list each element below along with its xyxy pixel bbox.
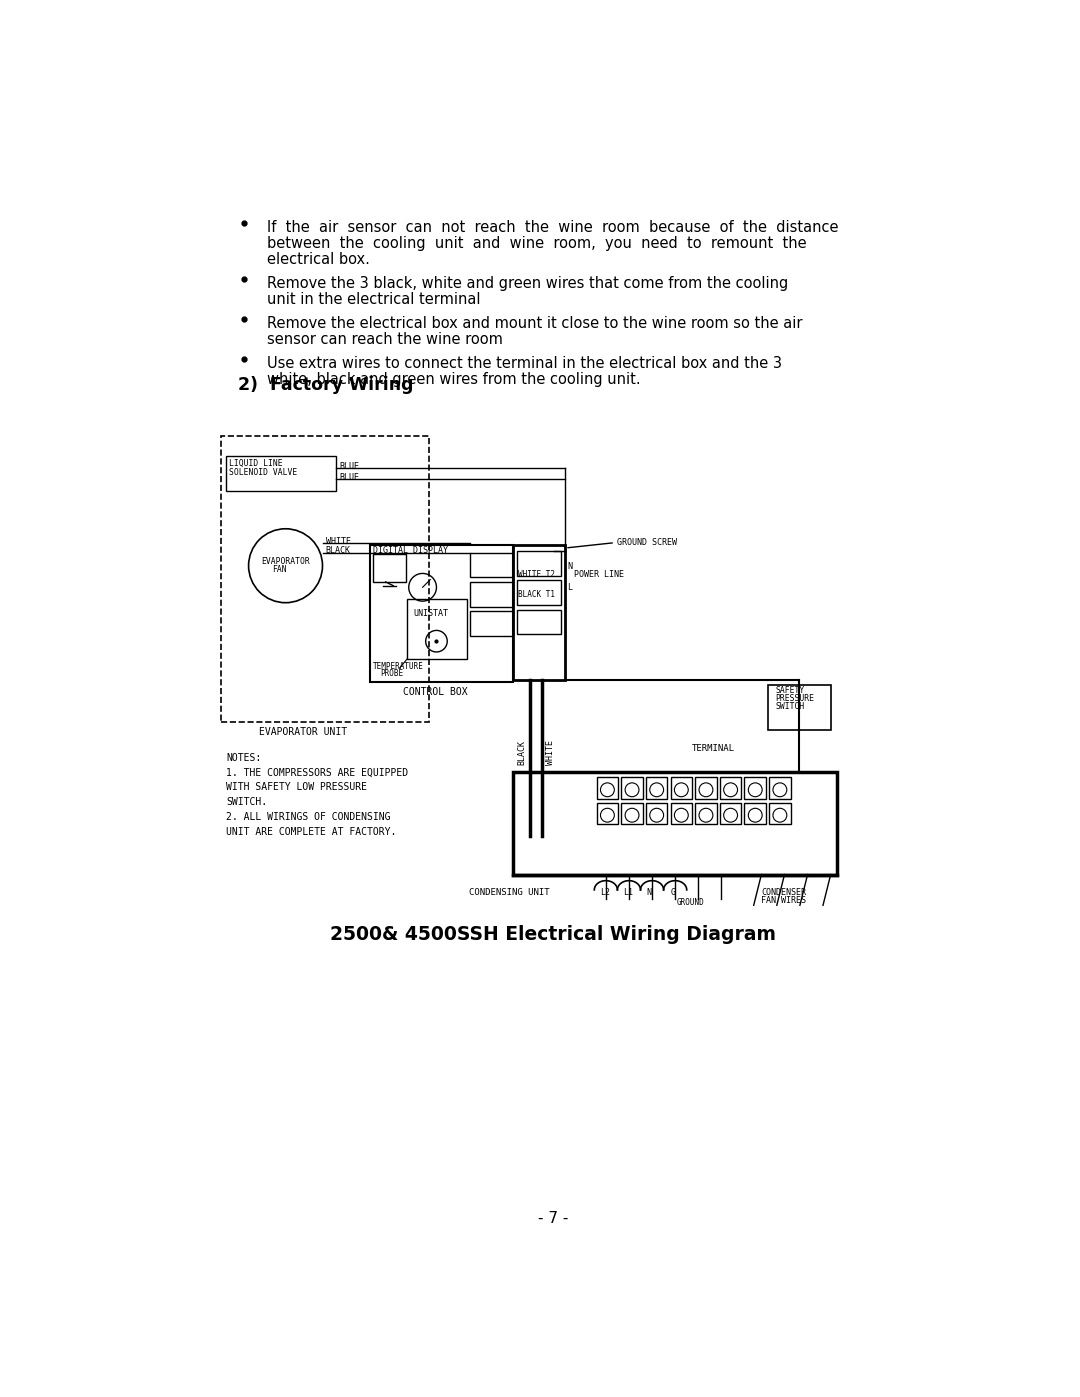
Text: EVAPORATOR UNIT: EVAPORATOR UNIT <box>258 726 347 736</box>
Bar <box>646 803 667 824</box>
Text: TERMINAL: TERMINAL <box>692 743 735 753</box>
Text: 2)  Factory Wiring: 2) Factory Wiring <box>238 376 414 394</box>
Text: N: N <box>567 562 572 571</box>
Bar <box>517 550 562 576</box>
Text: Remove the electrical box and mount it close to the wine room so the air: Remove the electrical box and mount it c… <box>267 316 802 331</box>
Bar <box>471 610 513 636</box>
Text: DIGITAL DISPLAY: DIGITAL DISPLAY <box>374 546 448 556</box>
Bar <box>744 778 766 799</box>
Text: CONDENSING UNIT: CONDENSING UNIT <box>469 887 550 897</box>
Bar <box>719 803 741 824</box>
Text: If  the  air  sensor  can  not  reach  the  wine  room  because  of  the  distan: If the air sensor can not reach the wine… <box>267 219 838 235</box>
Bar <box>517 580 562 605</box>
Bar <box>513 773 837 875</box>
Bar <box>374 555 406 583</box>
Text: white, black and green wires from the cooling unit.: white, black and green wires from the co… <box>267 373 640 387</box>
Bar <box>596 803 618 824</box>
Text: WHITE: WHITE <box>325 538 351 546</box>
Bar <box>517 609 562 634</box>
Bar <box>719 778 741 799</box>
Text: WHITE T2: WHITE T2 <box>518 570 555 578</box>
Text: WHITE: WHITE <box>545 740 555 766</box>
Bar <box>407 599 468 659</box>
Text: electrical box.: electrical box. <box>267 253 370 267</box>
Bar <box>696 778 717 799</box>
Text: CONDENSER: CONDENSER <box>761 887 807 897</box>
Bar <box>646 778 667 799</box>
Text: BLACK: BLACK <box>325 546 351 556</box>
Text: SAFETY: SAFETY <box>775 686 805 694</box>
Text: Use extra wires to connect the terminal in the electrical box and the 3: Use extra wires to connect the terminal … <box>267 356 782 372</box>
Text: FAN WIRES: FAN WIRES <box>761 895 807 905</box>
Text: 2500& 4500SSH Electrical Wiring Diagram: 2500& 4500SSH Electrical Wiring Diagram <box>330 925 777 943</box>
Text: GROUND: GROUND <box>677 898 704 907</box>
Bar <box>744 803 766 824</box>
Bar <box>220 436 429 722</box>
Text: sensor can reach the wine room: sensor can reach the wine room <box>267 332 503 348</box>
Text: L2: L2 <box>599 887 610 897</box>
Text: between  the  cooling  unit  and  wine  room,  you  need  to  remount  the: between the cooling unit and wine room, … <box>267 236 807 251</box>
Bar <box>621 778 643 799</box>
Bar <box>471 583 513 606</box>
Text: UNISTAT: UNISTAT <box>414 609 448 617</box>
Text: POWER LINE: POWER LINE <box>575 570 624 578</box>
Text: EVAPORATOR: EVAPORATOR <box>261 557 310 566</box>
Text: N: N <box>646 887 651 897</box>
Text: NOTES:
1. THE COMPRESSORS ARE EQUIPPED
WITH SAFETY LOW PRESSURE
SWITCH.
2. ALL W: NOTES: 1. THE COMPRESSORS ARE EQUIPPED W… <box>226 753 408 837</box>
Text: L1: L1 <box>623 887 633 897</box>
Text: PROBE: PROBE <box>380 669 403 678</box>
Bar <box>696 803 717 824</box>
Text: LIQUID LINE: LIQUID LINE <box>229 458 282 468</box>
Text: CONTROL BOX: CONTROL BOX <box>403 686 468 697</box>
Text: BLUE: BLUE <box>339 462 360 471</box>
Text: - 7 -: - 7 - <box>538 1211 569 1227</box>
Bar <box>471 553 513 577</box>
Bar <box>513 545 565 680</box>
Bar <box>768 685 831 729</box>
Text: PRESSURE: PRESSURE <box>775 694 814 703</box>
Bar <box>671 803 692 824</box>
Text: L: L <box>567 584 572 592</box>
Bar <box>370 545 513 682</box>
Bar <box>596 778 618 799</box>
Text: BLACK T1: BLACK T1 <box>518 591 555 599</box>
Bar <box>621 803 643 824</box>
Text: unit in the electrical terminal: unit in the electrical terminal <box>267 292 481 307</box>
Text: Remove the 3 black, white and green wires that come from the cooling: Remove the 3 black, white and green wire… <box>267 277 788 291</box>
Bar <box>769 803 791 824</box>
Text: TEMPERATURE: TEMPERATURE <box>373 662 423 671</box>
Text: G: G <box>671 887 676 897</box>
Text: FAN: FAN <box>272 564 287 574</box>
Bar <box>671 778 692 799</box>
Bar <box>226 457 336 490</box>
Text: GROUND SCREW: GROUND SCREW <box>617 538 677 548</box>
Text: SOLENOID VALVE: SOLENOID VALVE <box>229 468 297 476</box>
Text: SWITCH: SWITCH <box>775 703 805 711</box>
Text: BLACK: BLACK <box>517 740 527 766</box>
Text: BLUE: BLUE <box>339 474 360 482</box>
Bar <box>769 778 791 799</box>
